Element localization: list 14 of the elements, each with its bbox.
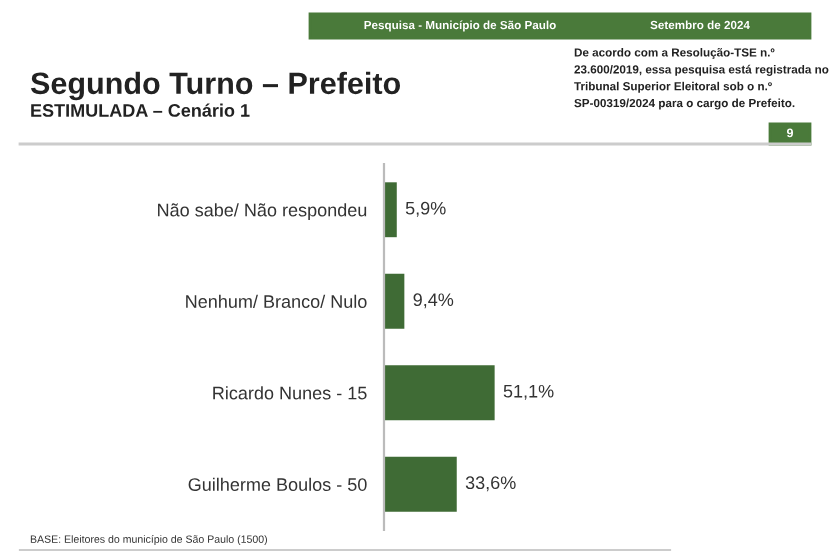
y-tick-label: Guilherme Boulos - 50 xyxy=(188,477,367,491)
y-tick-label: Não sabe/ Não respondeu xyxy=(158,203,367,221)
data-label: 33,6% xyxy=(465,476,516,492)
y-tick-label: Nenhum/ Branco/ Nulo xyxy=(186,294,367,308)
data-label: 9,4% xyxy=(413,293,454,309)
text: ESTIMULADA – Cenário 1 xyxy=(31,103,250,117)
bar xyxy=(384,456,457,512)
bar xyxy=(384,365,495,421)
bar xyxy=(384,273,405,329)
data-label: 5,9% xyxy=(405,201,446,217)
chart-title: Segundo Turno – Prefeito xyxy=(30,71,401,101)
data-label: 51,1% xyxy=(503,384,554,400)
y-tick-label: Ricardo Nunes - 15 xyxy=(213,386,367,400)
bar xyxy=(384,182,397,238)
